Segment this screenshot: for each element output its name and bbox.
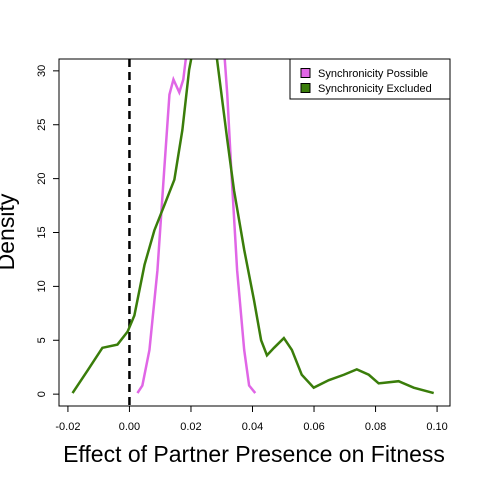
density-line [71,59,435,395]
legend-label: Synchronicity Possible [318,68,428,80]
legend-swatch [300,68,311,78]
x-tick-label: 0.08 [365,421,386,433]
legend-swatch [300,83,311,93]
y-tick-label: 20 [36,172,48,184]
legend-label: Synchronicity Excluded [318,83,432,95]
y-tick-label: 5 [36,337,48,343]
x-axis-label: Effect of Partner Presence on Fitness [63,441,445,467]
legend-box [289,58,451,100]
y-tick-label: 10 [36,280,48,292]
y-tick-label: 0 [36,391,48,397]
x-tick-label: 0.06 [303,421,324,433]
plot-frame [58,58,451,407]
y-axis-label: Density [0,193,19,270]
plot-area [71,59,435,406]
x-tick-label: 0.10 [426,421,447,433]
x-tick-label: -0.02 [55,421,80,433]
y-tick-label: 15 [36,226,48,238]
x-tick-label: 0.04 [242,421,263,433]
y-tick-label: 30 [36,65,48,77]
y-tick-label: 25 [36,119,48,131]
x-tick-label: 0.02 [180,421,201,433]
x-tick-label: 0.00 [119,421,140,433]
density-line [136,59,257,394]
